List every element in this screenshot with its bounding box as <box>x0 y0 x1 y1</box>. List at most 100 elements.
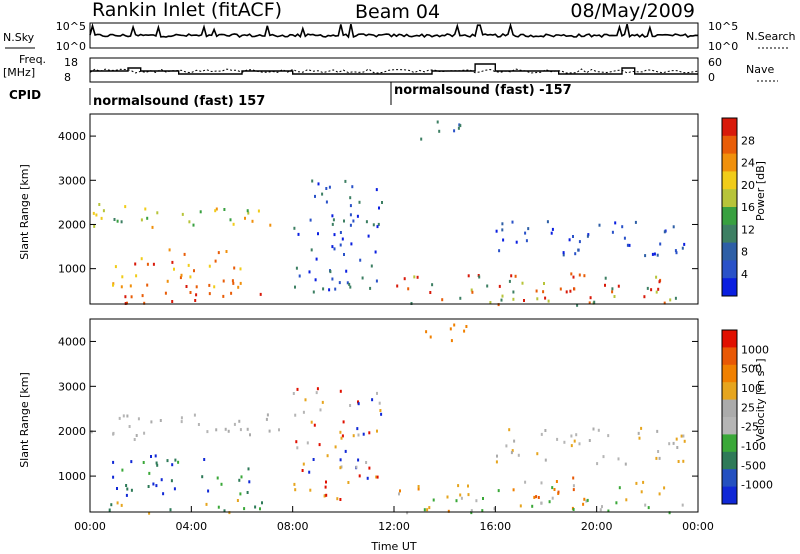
data-cell <box>514 274 517 278</box>
data-cell <box>378 206 380 210</box>
data-cell <box>90 430 93 434</box>
data-cell <box>495 229 498 233</box>
data-cell <box>573 439 576 443</box>
power-colorbar-tick: 20 <box>741 179 755 192</box>
data-cell <box>572 476 575 480</box>
data-cell <box>254 505 257 509</box>
data-cell <box>403 277 406 281</box>
power-colorbar-swatch <box>722 189 737 208</box>
data-cell <box>248 480 251 484</box>
data-cell <box>334 287 337 291</box>
power-y-tick-label: 1000 <box>58 263 86 276</box>
data-cell <box>246 427 249 431</box>
data-cell <box>342 420 345 424</box>
data-cell <box>227 429 230 433</box>
data-cell <box>356 427 359 431</box>
data-cell <box>446 495 449 499</box>
data-cell <box>365 461 368 464</box>
data-cell <box>457 126 460 130</box>
data-cell <box>344 179 347 183</box>
power-colorbar-swatch <box>722 242 737 261</box>
data-cell <box>332 218 335 222</box>
data-cell <box>301 469 304 472</box>
data-cell <box>357 433 360 437</box>
data-cell <box>455 499 458 503</box>
power-colorbar-swatch <box>722 224 737 244</box>
power-colorbar: 28 24 20 16 12 8 4 <box>721 117 755 297</box>
data-cell <box>147 485 150 488</box>
data-cell <box>143 301 146 305</box>
nave-series <box>89 68 699 74</box>
data-cell <box>470 509 473 513</box>
data-cell <box>339 498 342 501</box>
nsearch-label: N.Search <box>746 30 796 43</box>
data-cell <box>644 254 647 258</box>
data-cell <box>316 387 319 391</box>
data-cell <box>658 492 661 496</box>
data-cell <box>379 409 382 412</box>
data-cell <box>562 253 565 257</box>
velocity-colorbar-tick: 100 <box>741 382 762 395</box>
data-cell <box>193 413 196 417</box>
velocity-colorbar-tick: 25 <box>741 401 755 414</box>
data-cell <box>257 209 260 213</box>
data-cell <box>216 476 219 480</box>
data-cell <box>613 295 616 298</box>
data-cell <box>130 295 133 299</box>
data-cell <box>505 444 508 448</box>
velocity-y-tick-label: 4000 <box>58 335 86 348</box>
data-cell <box>375 188 378 192</box>
data-cell <box>180 416 183 420</box>
data-cell <box>230 291 233 295</box>
data-cell <box>141 294 144 298</box>
data-cell <box>497 489 500 493</box>
data-cell <box>496 454 498 458</box>
data-cell <box>208 264 211 268</box>
data-cell <box>343 253 345 256</box>
data-cell <box>604 276 607 280</box>
data-cell <box>463 329 466 333</box>
data-cell <box>179 276 182 280</box>
data-cell <box>497 303 500 307</box>
data-cell <box>465 325 468 328</box>
velocity-colorbar-swatch <box>722 434 737 453</box>
data-cell <box>572 235 574 238</box>
data-cell <box>112 431 115 435</box>
data-cell <box>156 463 159 467</box>
data-cell <box>663 486 666 490</box>
data-cell <box>180 420 183 424</box>
data-cell <box>551 227 554 231</box>
data-cell <box>213 285 216 289</box>
noise-left-tick-high: 10^5 <box>56 20 86 33</box>
data-cell <box>247 211 250 215</box>
data-cell <box>668 442 671 446</box>
noise-left-tick-low: 10^0 <box>56 40 86 53</box>
data-cell <box>399 489 401 493</box>
x-tick-label: 00:00 <box>682 520 714 533</box>
x-axis-label: Time UT <box>370 540 416 553</box>
data-cell <box>142 461 145 464</box>
data-cell <box>321 192 324 196</box>
power-colorbar-label: Power [dB] <box>754 161 767 221</box>
velocity-colorbar-tick: 1000 <box>741 343 769 356</box>
velocity-data-cells <box>90 323 686 515</box>
data-cell <box>586 234 589 238</box>
data-cell <box>659 242 662 246</box>
data-cell <box>304 398 307 402</box>
data-cell <box>611 290 614 294</box>
data-cell <box>453 129 456 133</box>
data-cell <box>674 296 677 300</box>
data-cell <box>540 432 543 436</box>
data-cell <box>376 225 379 229</box>
data-cell <box>331 245 334 249</box>
data-cell <box>189 275 192 279</box>
velocity-y-label: Slant Range [km] <box>18 372 31 468</box>
data-cell <box>578 442 581 446</box>
data-cell <box>203 458 206 461</box>
data-cell <box>677 460 680 463</box>
data-cell <box>459 296 462 300</box>
data-cell <box>471 290 474 294</box>
data-cell <box>95 213 98 217</box>
date-title: 08/May/2009 <box>570 0 695 22</box>
data-cell <box>166 279 169 283</box>
